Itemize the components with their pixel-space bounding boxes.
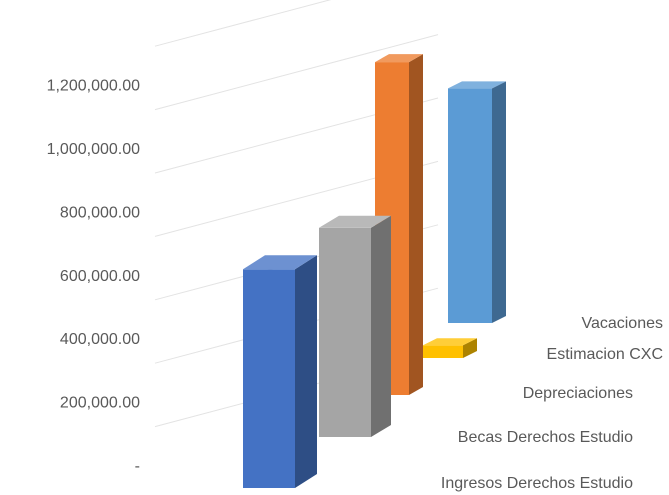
bar-top-face — [319, 215, 391, 228]
bar-ingresos-derechos-estudio — [243, 255, 317, 488]
gridline — [154, 0, 332, 47]
y-tick-label: 800,000.00 — [60, 204, 140, 221]
bar-estimacion-cxc — [423, 338, 477, 358]
y-tick-label: 200,000.00 — [60, 395, 140, 412]
category-label: Estimacion CXC — [547, 346, 663, 363]
bar-top-face — [423, 338, 477, 346]
category-label: Ingresos Derechos Estudio — [441, 475, 633, 492]
y-axis-tick-labels: - 200,000.00 400,000.00 600,000.00 800,000.0… — [47, 78, 141, 475]
gridline — [154, 34, 439, 111]
bar-top-face — [375, 54, 423, 63]
y-tick-label: 600,000.00 — [60, 268, 140, 285]
category-label: Depreciaciones — [523, 385, 633, 402]
category-labels: Ingresos Derechos Estudio Becas Derechos … — [441, 315, 663, 492]
bar-side-face — [295, 255, 317, 488]
bar-becas-derechos-estudio — [319, 215, 391, 437]
bar-side-face — [371, 215, 391, 437]
y-tick-label: 1,200,000.00 — [47, 78, 141, 95]
y-tick-label: - — [135, 458, 140, 475]
bar-front-face — [448, 88, 492, 324]
bar-top-face — [448, 81, 506, 89]
bar-front-face — [319, 227, 371, 437]
y-tick-label: 1,000,000.00 — [47, 141, 141, 158]
y-tick-label: 400,000.00 — [60, 331, 140, 348]
bars — [243, 54, 506, 488]
category-label: Vacaciones — [581, 315, 663, 332]
category-label: Becas Derechos Estudio — [458, 429, 633, 446]
bar-top-face — [243, 255, 317, 270]
bar-side-face — [409, 54, 423, 395]
bar-front-face — [423, 345, 463, 358]
bar-side-face — [492, 81, 506, 324]
bar-front-face — [243, 269, 295, 488]
bar-vacaciones — [448, 81, 506, 324]
bar-side-face — [463, 338, 477, 358]
